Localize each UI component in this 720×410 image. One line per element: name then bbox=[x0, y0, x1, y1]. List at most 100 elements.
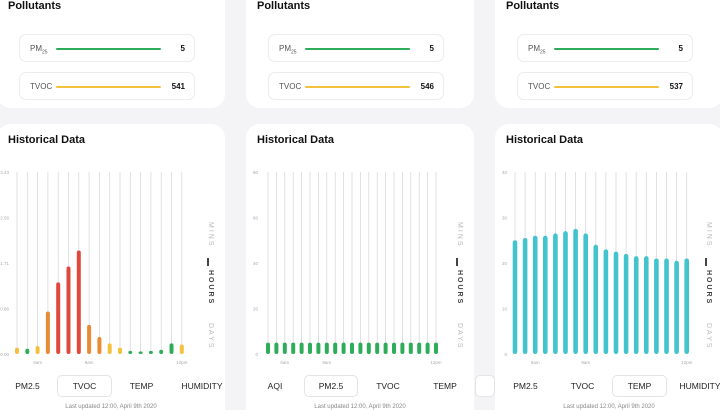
bar[interactable] bbox=[179, 344, 184, 354]
bar[interactable] bbox=[392, 342, 396, 354]
bar[interactable] bbox=[603, 249, 609, 354]
bar[interactable] bbox=[623, 253, 629, 354]
tab-humidity[interactable]: HUMIDITY bbox=[679, 381, 720, 391]
tvoc-row[interactable]: TVOC 541 bbox=[19, 72, 195, 100]
bar[interactable] bbox=[573, 228, 578, 354]
bar[interactable] bbox=[169, 343, 174, 354]
pm25-row[interactable]: PM25 5 bbox=[19, 34, 195, 62]
time-mode-days[interactable]: DAYS bbox=[705, 323, 712, 350]
pm25-level-line bbox=[56, 48, 161, 50]
tab-humidity[interactable]: HUMIDITY bbox=[181, 381, 223, 391]
bar[interactable] bbox=[66, 266, 71, 354]
bar[interactable] bbox=[512, 240, 518, 354]
time-mode-hours[interactable]: HOURS bbox=[207, 270, 214, 306]
bar[interactable] bbox=[375, 342, 380, 354]
tab-temp[interactable]: TEMP bbox=[433, 381, 457, 391]
time-mode-mins[interactable]: MINS bbox=[705, 222, 712, 248]
bar[interactable] bbox=[274, 342, 279, 354]
y-tick-label: 0 bbox=[255, 352, 258, 357]
time-mode-days[interactable]: DAYS bbox=[207, 323, 214, 350]
bar[interactable] bbox=[159, 349, 164, 354]
bar[interactable] bbox=[76, 250, 81, 354]
tvoc-level-line bbox=[56, 86, 161, 88]
pm-subscript: 25 bbox=[291, 49, 297, 56]
x-tick-label: 9am bbox=[85, 360, 94, 365]
bar[interactable] bbox=[400, 342, 405, 354]
bar[interactable] bbox=[417, 342, 422, 354]
bar[interactable] bbox=[333, 342, 338, 354]
bar[interactable] bbox=[35, 346, 40, 354]
tab-more[interactable] bbox=[475, 375, 495, 397]
bar[interactable] bbox=[408, 342, 413, 354]
bar[interactable] bbox=[434, 342, 438, 354]
tab-temp[interactable]: TEMP bbox=[129, 381, 154, 391]
bar[interactable] bbox=[583, 233, 588, 354]
tab-pm25[interactable]: PM2.5 bbox=[304, 375, 358, 397]
y-tick-label: 20 bbox=[253, 307, 259, 312]
bar[interactable] bbox=[522, 237, 528, 354]
tvoc-row[interactable]: TVOC 546 bbox=[268, 72, 444, 100]
tab-tvoc[interactable]: TVOC bbox=[57, 375, 112, 397]
bar[interactable] bbox=[563, 231, 568, 354]
bar[interactable] bbox=[425, 342, 430, 354]
bar[interactable] bbox=[45, 311, 50, 354]
bar[interactable] bbox=[56, 282, 61, 354]
bar[interactable] bbox=[674, 260, 679, 354]
pm25-row[interactable]: PM25 5 bbox=[268, 34, 444, 62]
bar[interactable] bbox=[25, 348, 30, 354]
tab-aqi[interactable]: AQI bbox=[267, 381, 283, 391]
bar[interactable] bbox=[291, 342, 296, 354]
tab-temp[interactable]: TEMP bbox=[612, 375, 667, 397]
bar[interactable] bbox=[341, 342, 346, 354]
tvoc-value: 541 bbox=[171, 82, 185, 91]
tab-pm25[interactable]: PM2.5 bbox=[15, 381, 40, 391]
bar[interactable] bbox=[664, 258, 669, 354]
bar[interactable] bbox=[350, 342, 354, 354]
bar[interactable] bbox=[316, 342, 321, 354]
y-tick-label: 40 bbox=[253, 261, 259, 266]
bar[interactable] bbox=[593, 244, 599, 354]
bar[interactable] bbox=[644, 256, 649, 354]
bar[interactable] bbox=[366, 342, 371, 354]
bar[interactable] bbox=[107, 343, 112, 354]
tab-tvoc[interactable]: TVOC bbox=[570, 381, 595, 391]
bar[interactable] bbox=[266, 342, 270, 354]
bar[interactable] bbox=[118, 347, 122, 354]
tab-pm25[interactable]: PM2.5 bbox=[513, 381, 538, 391]
bar[interactable] bbox=[87, 324, 92, 354]
bar[interactable] bbox=[383, 342, 388, 354]
bar[interactable] bbox=[128, 350, 133, 354]
time-mode-mins[interactable]: MINS bbox=[207, 222, 214, 248]
bar[interactable] bbox=[148, 350, 153, 354]
bar[interactable] bbox=[633, 256, 639, 354]
pm25-row[interactable]: PM25 5 bbox=[517, 34, 693, 62]
bar[interactable] bbox=[308, 342, 312, 354]
bar[interactable] bbox=[282, 342, 287, 354]
bar[interactable] bbox=[97, 337, 102, 354]
bar[interactable] bbox=[543, 235, 548, 354]
tab-tvoc[interactable]: TVOC bbox=[376, 381, 400, 391]
bar[interactable] bbox=[15, 347, 19, 354]
time-mode-days[interactable]: DAYS bbox=[456, 323, 463, 350]
last-updated: Last updated 12:00, April 9th 2020 bbox=[563, 404, 655, 410]
bar[interactable] bbox=[138, 351, 143, 354]
bar[interactable] bbox=[553, 233, 558, 354]
pollutants-card: Pollutants PM25 5 TVOC 546 bbox=[246, 0, 474, 108]
bar[interactable] bbox=[654, 258, 659, 354]
bar[interactable] bbox=[532, 235, 538, 354]
bar[interactable] bbox=[299, 342, 304, 354]
bar[interactable] bbox=[684, 258, 689, 354]
bar[interactable] bbox=[613, 251, 619, 354]
time-mode-hours[interactable]: HOURS bbox=[456, 270, 463, 306]
panel-3: Pollutants PM25 5 TVOC 537 Historical Data 0 10… bbox=[495, 0, 720, 410]
tvoc-row[interactable]: TVOC 537 bbox=[517, 72, 693, 100]
last-updated: Last updated 12:00, April 9th 2020 bbox=[65, 404, 157, 410]
y-tick-label: 0.86 bbox=[0, 307, 9, 312]
bar[interactable] bbox=[324, 342, 329, 354]
time-mode-mins[interactable]: MINS bbox=[456, 222, 463, 248]
time-mode-hours[interactable]: HOURS bbox=[705, 270, 712, 306]
y-tick-label: 3.43 bbox=[0, 170, 9, 175]
bar[interactable] bbox=[358, 342, 363, 354]
y-tick-label: 0.00 bbox=[0, 352, 9, 357]
pollutants-title: Pollutants bbox=[506, 0, 560, 12]
